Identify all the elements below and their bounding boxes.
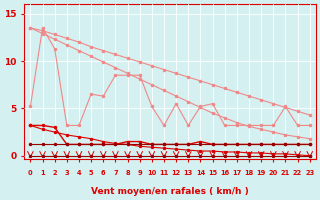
X-axis label: Vent moyen/en rafales ( km/h ): Vent moyen/en rafales ( km/h ): [91, 187, 249, 196]
